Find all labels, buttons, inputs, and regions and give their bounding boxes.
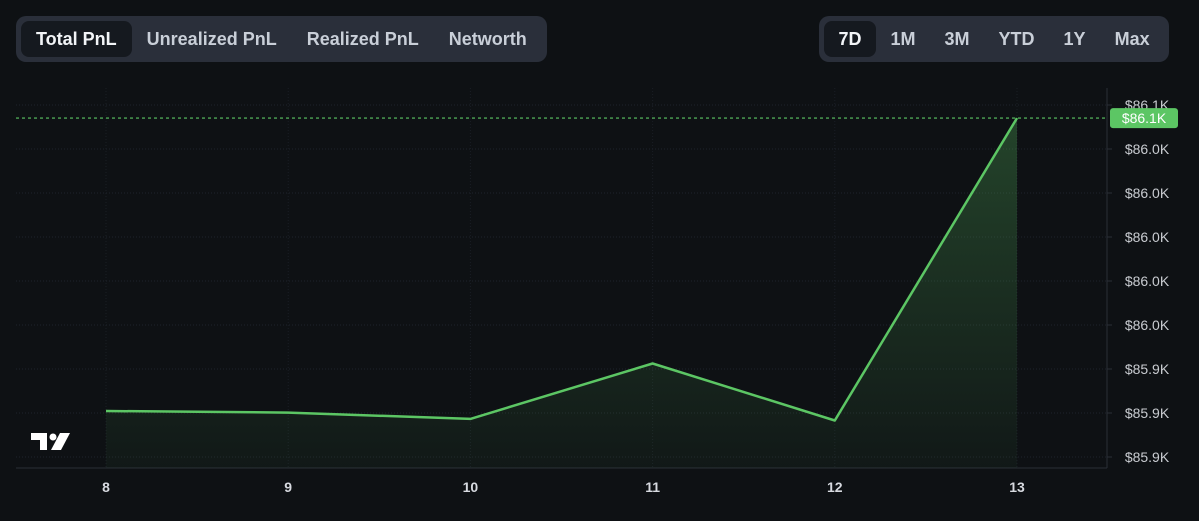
tab-realized-pnl[interactable]: Realized PnL <box>306 28 419 49</box>
x-tick-label: 8 <box>102 479 110 495</box>
x-tick-label: 13 <box>1009 479 1025 495</box>
last-value-badge: $86.1K <box>1110 108 1178 129</box>
y-tick-label: $86.0K <box>1125 317 1170 333</box>
range-max[interactable]: Max <box>1114 28 1150 49</box>
x-tick-label: 9 <box>284 479 292 495</box>
range-3m[interactable]: 3M <box>944 28 970 49</box>
last-value-badge-bg <box>1110 108 1178 129</box>
range-1m[interactable]: 1M <box>890 28 916 49</box>
tab-networth[interactable]: Networth <box>448 28 527 49</box>
range-ytd[interactable]: YTD <box>998 28 1035 49</box>
range-7d[interactable]: 7D <box>824 21 877 57</box>
pnl-line <box>105 117 1019 422</box>
y-tick-label: $86.0K <box>1125 273 1170 289</box>
y-tick-label: $85.9K <box>1125 405 1170 421</box>
y-tick-label: $86.0K <box>1125 229 1170 245</box>
y-tick-label: $86.0K <box>1125 185 1170 201</box>
x-axis: 8 9 10 11 12 13 <box>102 479 1025 495</box>
y-tick-label: $85.9K <box>1125 449 1170 465</box>
y-tick-label: $86.0K <box>1125 141 1170 157</box>
tradingview-logo[interactable] <box>31 433 70 450</box>
y-tick-label: $85.9K <box>1125 361 1170 377</box>
x-tick-label: 12 <box>827 479 843 495</box>
tab-total-pnl[interactable]: Total PnL <box>21 21 132 57</box>
y-axis: $86.1K $86.0K $86.0K $86.0K $86.0K $86.0K $85.… <box>1107 97 1170 465</box>
x-tick-label: 11 <box>645 479 660 495</box>
metric-tabs: Total PnL Unrealized PnL Realized PnL Ne… <box>16 16 547 62</box>
tab-unrealized-pnl[interactable]: Unrealized PnL <box>146 28 277 49</box>
pnl-area-fill <box>106 118 1017 468</box>
range-1y[interactable]: 1Y <box>1063 28 1086 49</box>
x-tick-label: 10 <box>463 479 479 495</box>
series-layer <box>105 117 1019 422</box>
last-value-badge-text: $86.1K <box>1122 110 1167 126</box>
range-tabs: 7D 1M 3M YTD 1Y Max <box>819 16 1170 62</box>
